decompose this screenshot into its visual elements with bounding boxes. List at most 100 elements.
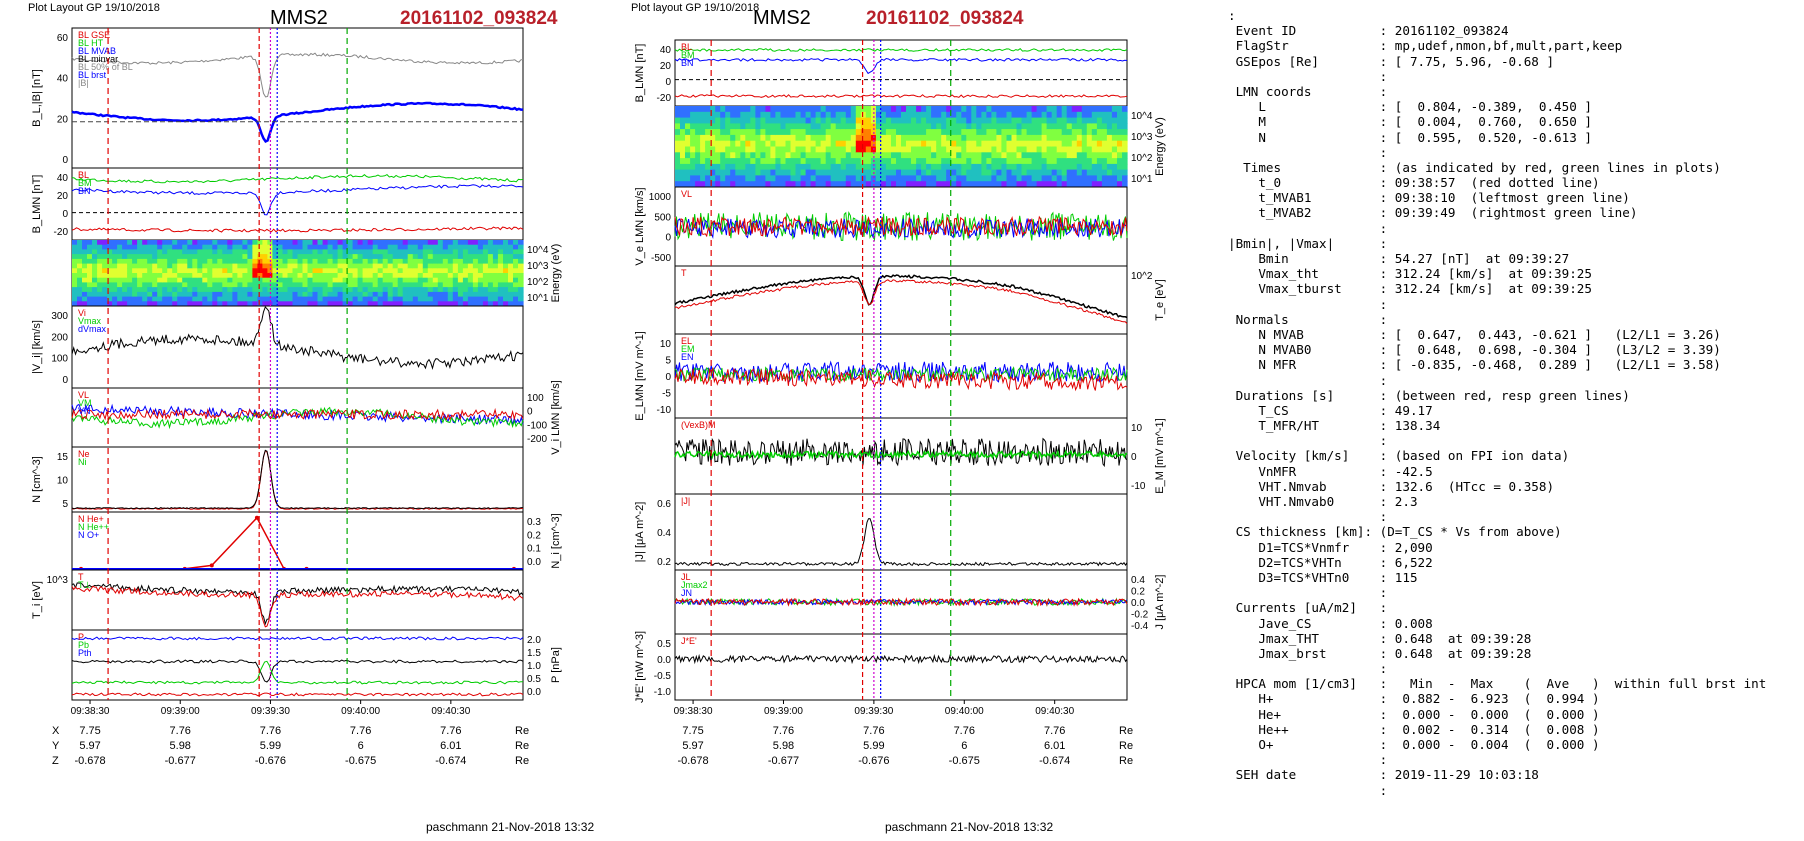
spectrogram-cell <box>875 129 882 136</box>
spectrogram-cell <box>503 273 509 279</box>
spectrogram-cell <box>790 111 797 119</box>
spectrogram-cell <box>202 301 208 307</box>
spectrogram-cell <box>865 175 872 182</box>
spectrogram-cell <box>951 129 957 136</box>
spectrogram-cell <box>432 249 439 255</box>
spectrogram-cell <box>387 273 394 279</box>
spectrogram-cell <box>518 244 524 250</box>
spectrogram-cell <box>513 240 519 246</box>
y-tick-label: 5 <box>665 356 671 367</box>
spectrogram-cell <box>770 175 776 182</box>
spectrogram-cell <box>880 117 887 124</box>
spectrogram-cell <box>437 240 444 246</box>
spectrogram-cell <box>680 140 686 148</box>
spectrogram-cell <box>1041 181 1048 188</box>
spectrogram-cell <box>292 263 299 269</box>
spectrogram-cell <box>820 152 827 159</box>
spectrogram-cell <box>1071 146 1078 153</box>
spectrogram-cell <box>112 258 118 265</box>
spectrogram-cell <box>986 106 992 113</box>
spectrogram-cell <box>1036 181 1043 188</box>
spectrogram-cell <box>292 277 299 283</box>
spectrogram-cell <box>755 106 761 113</box>
y-tick-label: 1.0 <box>527 661 541 672</box>
spectrogram-cell <box>357 282 364 288</box>
spectrogram-cell <box>966 129 972 136</box>
spectrogram-cell <box>865 134 872 142</box>
spectrogram-cell <box>518 296 524 302</box>
spectrogram-cell <box>177 301 183 307</box>
spectrogram-cell <box>725 129 731 136</box>
spectrogram-cell <box>277 301 284 307</box>
spectrogram-cell <box>1011 181 1018 188</box>
spectrogram-cell <box>986 111 992 119</box>
spectrogram-cell <box>452 296 459 302</box>
spectrogram-cell <box>137 249 143 255</box>
spectrogram-cell <box>232 301 238 307</box>
spectrogram-cell <box>700 140 706 148</box>
spectrogram-cell <box>740 123 746 130</box>
y-tick-label: 0.2 <box>1131 587 1145 598</box>
series-JE <box>674 653 1128 665</box>
spectrogram-cell <box>855 106 862 113</box>
spectrogram-cell <box>840 134 847 142</box>
spectrogram-cell <box>302 268 309 274</box>
spectrogram-cell <box>192 277 198 283</box>
spectrogram-cell <box>850 123 857 130</box>
spectrogram-cell <box>865 152 872 159</box>
spectrogram-cell <box>202 240 208 246</box>
spectrogram-cell <box>755 175 761 182</box>
spectrogram-cell <box>870 140 877 148</box>
spectrogram-cell <box>212 291 218 298</box>
spectrogram-cell <box>725 152 731 159</box>
spectrogram-cell <box>1096 146 1103 153</box>
spectrogram-cell <box>1071 134 1078 142</box>
spectrogram-cell <box>730 140 736 148</box>
spectrogram-cell <box>347 296 354 302</box>
spectrogram-cell <box>282 268 289 274</box>
spectrogram-cell <box>850 163 857 171</box>
spectrogram-cell <box>347 273 354 279</box>
spectrogram-cell <box>347 282 354 288</box>
spectrogram-cell <box>97 249 103 255</box>
spectrogram-cell <box>437 268 444 274</box>
info-line: Times : (as indicated by red, green line… <box>1228 159 1721 175</box>
spectrogram-cell <box>966 181 972 188</box>
spectrogram-cell <box>467 277 474 283</box>
spectrogram-cell <box>1066 146 1073 153</box>
spectrogram-cell <box>780 111 787 119</box>
spectrogram-cell <box>981 111 987 119</box>
spectrogram-cell <box>1061 152 1068 159</box>
spectrogram-cell <box>77 249 83 255</box>
spectrogram-cell <box>921 152 927 159</box>
series-BN <box>71 226 524 233</box>
spectrogram-cell <box>1056 106 1063 113</box>
spectrogram-cell <box>77 301 83 307</box>
panel-frame <box>71 387 524 448</box>
spectrogram-cell <box>187 268 193 274</box>
spectrogram-cell <box>497 249 504 255</box>
spectrogram-cell <box>227 287 233 293</box>
spectrogram-cell <box>790 129 797 136</box>
spectrogram-cell <box>941 106 947 113</box>
spectrogram-cell <box>227 291 233 298</box>
spectrogram-cell <box>775 169 781 176</box>
spectrogram-cell <box>845 134 852 142</box>
spectrogram-cell <box>951 146 957 153</box>
spectrogram-cell <box>981 106 987 113</box>
spectrogram-cell <box>800 106 807 113</box>
spectrogram-cell <box>680 152 686 159</box>
spectrogram-cell <box>212 249 218 255</box>
spectrogram-cell <box>835 117 842 124</box>
spectrogram-cell <box>302 249 309 255</box>
spectrogram-cell <box>986 134 992 142</box>
spectrogram-cell <box>911 117 917 124</box>
spectrogram-cell <box>382 254 389 260</box>
spectrogram-cell <box>725 169 731 176</box>
spectrogram-cell <box>367 249 374 255</box>
spectrogram-cell <box>936 181 942 188</box>
spectrogram-cell <box>352 254 359 260</box>
spectrogram-cell <box>162 296 168 302</box>
spectrogram-cell <box>981 140 987 148</box>
spectrogram-cell <box>705 134 711 142</box>
